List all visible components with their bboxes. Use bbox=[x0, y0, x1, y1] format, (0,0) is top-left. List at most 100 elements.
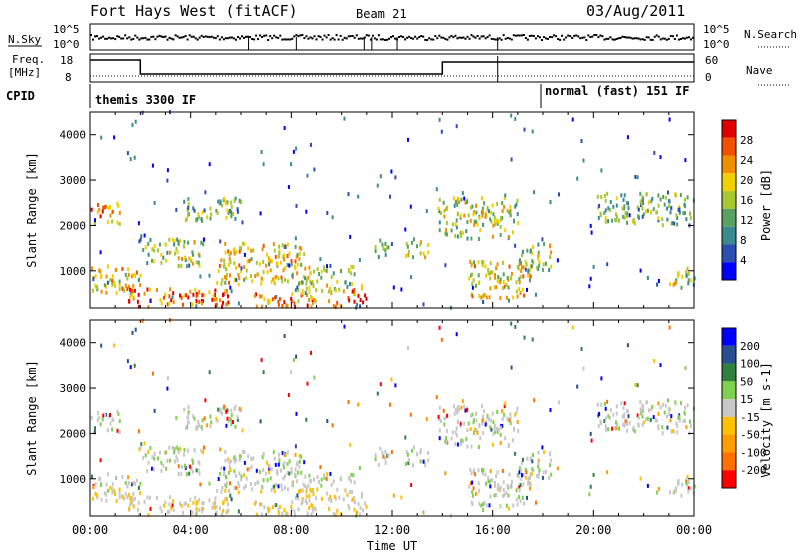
power-cell bbox=[171, 295, 174, 300]
power-cell bbox=[330, 274, 333, 279]
power-cell bbox=[193, 208, 196, 213]
velocity-cell bbox=[506, 483, 509, 488]
velocity-cell bbox=[226, 408, 229, 413]
power-cell bbox=[510, 271, 513, 276]
velocity-cell bbox=[446, 413, 449, 418]
velocity-cell bbox=[644, 417, 647, 422]
power-cell bbox=[319, 257, 322, 262]
power-cell bbox=[131, 122, 134, 127]
velocity-cell bbox=[170, 506, 173, 511]
power-cell bbox=[93, 222, 96, 227]
power-cell bbox=[250, 257, 253, 262]
velocity-cell bbox=[221, 486, 224, 490]
noise-point bbox=[524, 37, 527, 39]
power-cell bbox=[482, 222, 485, 227]
noise-point bbox=[480, 35, 483, 38]
power-cell bbox=[542, 262, 545, 267]
power-cell bbox=[522, 274, 525, 279]
velocity-cell bbox=[246, 467, 249, 472]
velocity-cell bbox=[463, 421, 466, 426]
power-cell bbox=[259, 294, 261, 299]
velocity-cell bbox=[484, 422, 487, 427]
velocity-cell bbox=[292, 357, 295, 362]
power-cell bbox=[524, 259, 527, 264]
velocity-cell bbox=[255, 512, 258, 517]
power-cell bbox=[489, 276, 492, 281]
noise-point bbox=[520, 34, 523, 37]
power-cell bbox=[657, 279, 660, 283]
velocity-cell bbox=[607, 427, 610, 432]
power-cell bbox=[184, 258, 187, 262]
power-cell bbox=[99, 269, 102, 274]
power-cell bbox=[690, 278, 693, 283]
velocity-cell bbox=[294, 513, 297, 517]
velocity-cell bbox=[308, 505, 311, 510]
power-cell bbox=[275, 274, 277, 279]
power-cell bbox=[163, 295, 165, 300]
velocity-cell bbox=[272, 450, 275, 455]
velocity-cell bbox=[227, 508, 230, 513]
noise-point bbox=[575, 34, 578, 37]
velocity-cell bbox=[537, 461, 540, 466]
velocity-cell bbox=[488, 479, 491, 484]
power-cell bbox=[179, 293, 181, 298]
power-cell bbox=[126, 151, 129, 156]
velocity-cell bbox=[287, 393, 290, 397]
power-cell bbox=[656, 210, 658, 215]
velocity-cell bbox=[278, 505, 281, 509]
velocity-cell bbox=[176, 458, 179, 463]
velocity-cell bbox=[250, 456, 253, 461]
power-cell bbox=[210, 212, 213, 217]
power-cell bbox=[644, 209, 647, 214]
noise-point bbox=[464, 37, 467, 40]
velocity-cell bbox=[442, 408, 445, 413]
power-cell bbox=[238, 276, 241, 281]
noise-point bbox=[418, 36, 421, 39]
noise-point bbox=[675, 34, 678, 37]
velocity-cell bbox=[671, 429, 674, 433]
power-cell bbox=[518, 258, 521, 263]
velocity-cell bbox=[198, 507, 201, 512]
velocity-cell bbox=[536, 473, 539, 478]
velocity-cell bbox=[390, 450, 393, 455]
velocity-cell bbox=[612, 412, 615, 417]
velocity-cell bbox=[456, 442, 459, 447]
velocity-cell bbox=[509, 412, 512, 417]
noise-point bbox=[291, 37, 294, 40]
noise-point bbox=[92, 38, 94, 41]
power-cell bbox=[173, 242, 176, 247]
velocity-cell bbox=[589, 484, 592, 489]
power-cell bbox=[520, 253, 523, 258]
velocity-cell bbox=[357, 501, 360, 506]
power-cell bbox=[142, 248, 145, 252]
power-cell bbox=[686, 195, 689, 200]
power-cell bbox=[687, 272, 690, 276]
velocity-cell bbox=[184, 501, 187, 506]
velocity-cell bbox=[219, 409, 222, 414]
power-cell bbox=[236, 209, 239, 214]
power-cell bbox=[224, 199, 227, 204]
velocity-cell bbox=[294, 444, 297, 449]
noise-point bbox=[416, 37, 419, 40]
velocity-cell bbox=[209, 414, 212, 419]
power-cell bbox=[533, 190, 536, 195]
power-cell bbox=[187, 197, 190, 201]
power-cell bbox=[222, 300, 224, 305]
velocity-cell bbox=[347, 400, 350, 405]
velocity-cell bbox=[291, 500, 294, 505]
power-cell bbox=[143, 233, 146, 238]
velocity-cell bbox=[351, 490, 354, 495]
velocity-cell bbox=[236, 417, 239, 422]
velocity-cell bbox=[308, 498, 311, 503]
velocity-cell bbox=[283, 334, 286, 338]
power-cell bbox=[361, 283, 364, 288]
velocity-cell bbox=[389, 402, 391, 407]
power-cell bbox=[394, 175, 397, 180]
velocity-cell bbox=[606, 399, 609, 404]
velocity-cell bbox=[247, 454, 250, 459]
velocity-cell bbox=[233, 458, 236, 463]
velocity-cell bbox=[164, 450, 167, 455]
power-cell bbox=[187, 240, 189, 245]
noise-point bbox=[534, 37, 537, 40]
power-cell bbox=[236, 207, 239, 212]
